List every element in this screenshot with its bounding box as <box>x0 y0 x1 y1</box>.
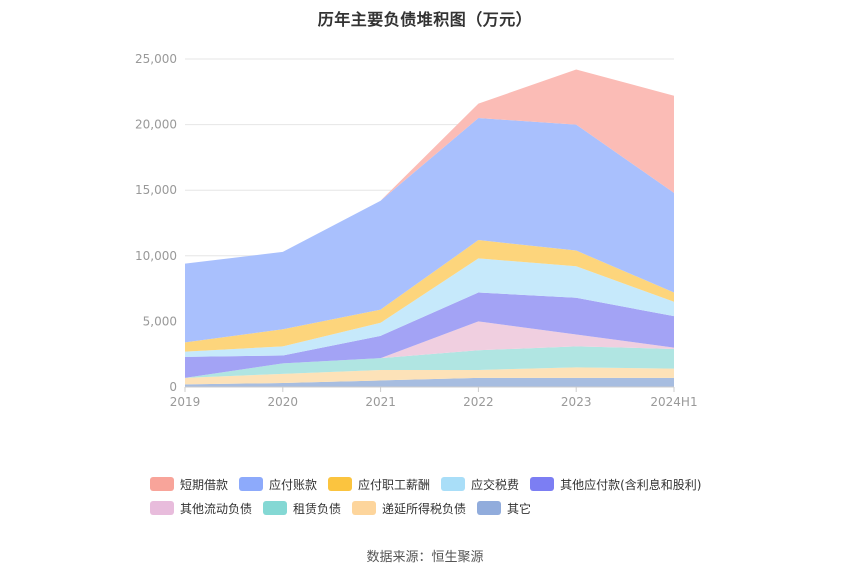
legend-item[interactable]: 租赁负债 <box>263 500 341 517</box>
legend-item[interactable]: 递延所得税负债 <box>352 500 466 517</box>
legend-swatch <box>352 501 377 515</box>
axes: 0 5,000 10,000 15,000 20,000 25,000 2019 2020 20… <box>135 52 698 409</box>
legend-row-2: 其他流动负债 租赁负债 递延所得税负债 其它 <box>150 496 730 520</box>
legend-swatch <box>441 477 466 491</box>
x-tick-label: 2023 <box>561 395 592 409</box>
legend-label: 应交税费 <box>471 477 520 492</box>
y-tick-label: 25,000 <box>135 52 177 66</box>
legend-swatch <box>530 477 555 491</box>
legend-swatch <box>328 477 353 491</box>
y-tick-label: 0 <box>169 380 177 394</box>
x-tick-label: 2021 <box>365 395 396 409</box>
legend-row-1: 短期借款 应付账款 应付职工薪酬 应交税费 其他应付款(含利息和股利) <box>150 472 730 496</box>
legend-swatch <box>150 501 174 515</box>
legend-item[interactable]: 其他应付款(含利息和股利) <box>530 476 701 493</box>
legend-item[interactable]: 其它 <box>477 500 531 517</box>
x-tick-label: 2022 <box>463 395 494 409</box>
chart-title: 历年主要负债堆积图（万元） <box>317 10 533 29</box>
legend-swatch <box>239 477 264 491</box>
x-tick-label: 2019 <box>170 395 201 409</box>
y-tick-label: 10,000 <box>135 249 177 263</box>
legend-label: 应付职工薪酬 <box>358 477 431 492</box>
legend-item[interactable]: 应付职工薪酬 <box>328 476 430 493</box>
legend-swatch <box>263 501 288 515</box>
area-series-0 <box>185 377 674 387</box>
area-series-4 <box>185 292 674 378</box>
legend: 短期借款 应付账款 应付职工薪酬 应交税费 其他应付款(含利息和股利) 其他流动负债 租赁… <box>150 472 730 520</box>
x-tick-label: 2024H1 <box>650 395 697 409</box>
legend-item[interactable]: 其他流动负债 <box>150 500 252 517</box>
legend-label: 租赁负债 <box>293 501 342 516</box>
legend-label: 短期借款 <box>180 477 229 492</box>
y-tick-label: 20,000 <box>135 118 177 132</box>
data-source: 数据来源：恒生聚源 <box>366 550 484 565</box>
y-tick-label: 15,000 <box>135 183 177 197</box>
x-tick-label: 2020 <box>268 395 299 409</box>
y-tick-label: 5,000 <box>143 314 177 328</box>
area-series-8 <box>185 69 674 264</box>
legend-label: 其它 <box>507 501 532 516</box>
legend-label: 递延所得税负债 <box>382 501 467 516</box>
legend-label: 应付账款 <box>269 477 318 492</box>
area-series-3 <box>185 321 674 378</box>
area-series-2 <box>185 346 674 378</box>
legend-swatch <box>150 477 174 491</box>
legend-item[interactable]: 应交税费 <box>441 476 519 493</box>
legend-label: 其他流动负债 <box>180 501 253 516</box>
legend-swatch <box>477 501 502 515</box>
legend-item[interactable]: 应付账款 <box>239 476 317 493</box>
area-series-7 <box>185 118 674 343</box>
legend-item[interactable]: 短期借款 <box>150 476 228 493</box>
area-series-1 <box>185 367 674 385</box>
area-series-5 <box>185 258 674 357</box>
area-series <box>185 69 674 387</box>
area-series-6 <box>185 240 674 352</box>
legend-label: 其他应付款(含利息和股利) <box>560 477 702 492</box>
